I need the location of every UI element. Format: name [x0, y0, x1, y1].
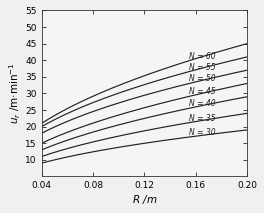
Text: N = 30: N = 30 — [189, 128, 216, 137]
Y-axis label: $u_r$ /m·min$^{-1}$: $u_r$ /m·min$^{-1}$ — [7, 63, 22, 124]
X-axis label: $R$ /m: $R$ /m — [132, 193, 157, 206]
Text: N = 45: N = 45 — [189, 87, 216, 96]
Text: N = 60: N = 60 — [189, 52, 216, 61]
Text: N = 35: N = 35 — [189, 114, 216, 123]
Text: N = 40: N = 40 — [189, 99, 216, 108]
Text: N = 55: N = 55 — [189, 63, 216, 72]
Text: N = 50: N = 50 — [189, 74, 216, 83]
